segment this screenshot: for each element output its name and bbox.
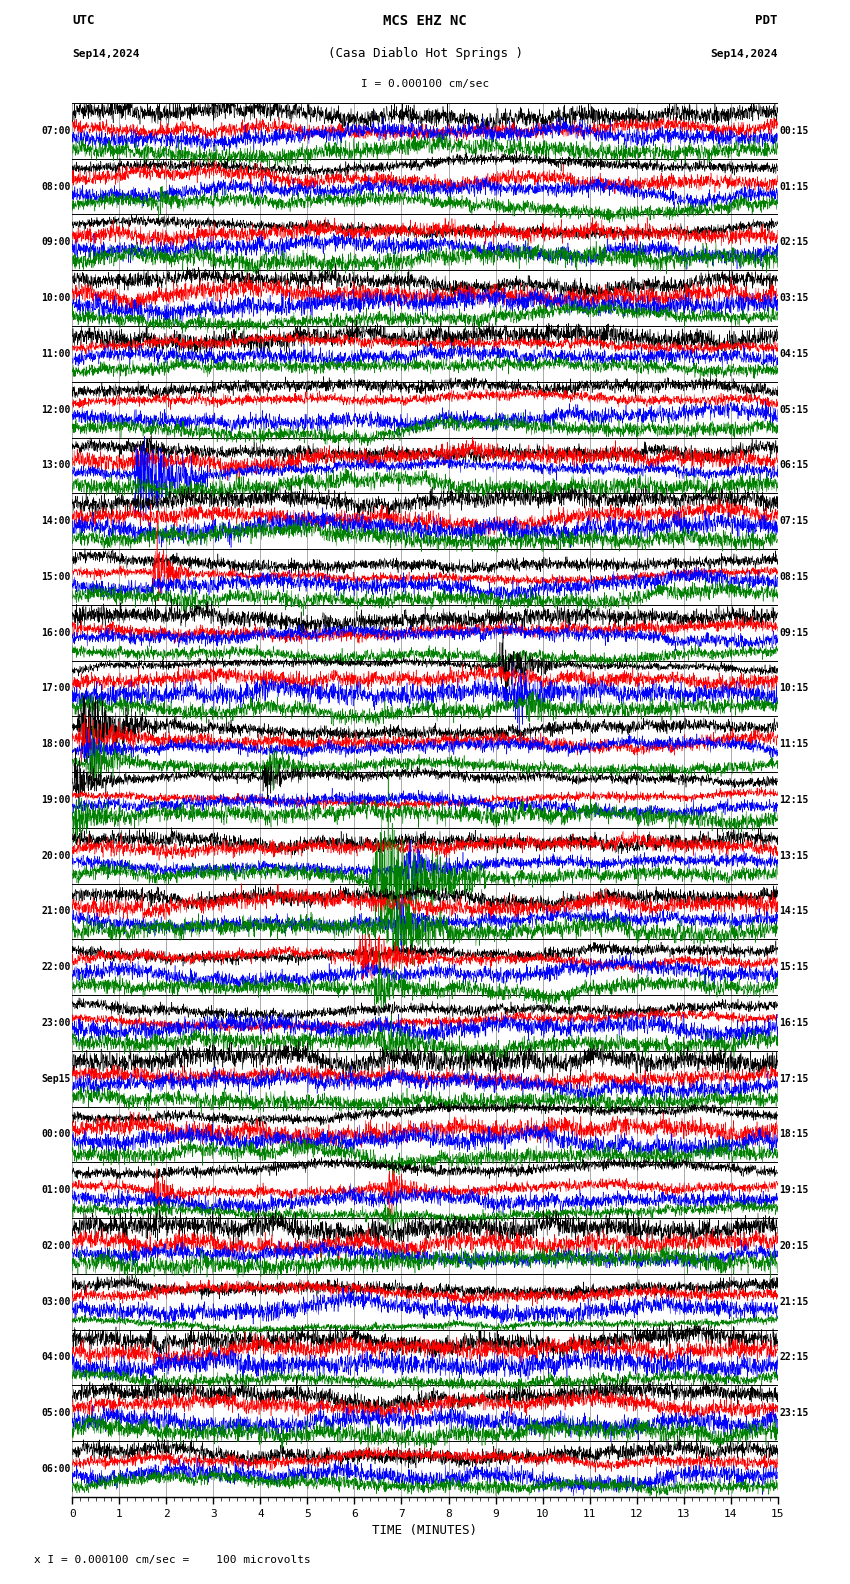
Text: 18:00: 18:00 xyxy=(42,740,71,749)
Text: 02:15: 02:15 xyxy=(779,238,808,247)
Text: 03:00: 03:00 xyxy=(42,1297,71,1307)
Text: 04:15: 04:15 xyxy=(779,348,808,360)
Text: 12:15: 12:15 xyxy=(779,795,808,805)
Text: 06:00: 06:00 xyxy=(42,1464,71,1475)
Text: (Casa Diablo Hot Springs ): (Casa Diablo Hot Springs ) xyxy=(327,48,523,60)
Text: 00:15: 00:15 xyxy=(779,125,808,136)
Text: 20:00: 20:00 xyxy=(42,851,71,860)
Text: 20:15: 20:15 xyxy=(779,1240,808,1251)
Text: Sep14,2024: Sep14,2024 xyxy=(711,49,778,59)
Text: 19:15: 19:15 xyxy=(779,1185,808,1196)
Text: 08:00: 08:00 xyxy=(42,182,71,192)
Text: 15:15: 15:15 xyxy=(779,961,808,973)
Text: 23:00: 23:00 xyxy=(42,1019,71,1028)
Text: Sep15: Sep15 xyxy=(42,1074,71,1083)
Text: 16:00: 16:00 xyxy=(42,627,71,638)
Text: 05:00: 05:00 xyxy=(42,1408,71,1418)
Text: 21:00: 21:00 xyxy=(42,906,71,917)
Text: 04:00: 04:00 xyxy=(42,1353,71,1362)
Text: 02:00: 02:00 xyxy=(42,1240,71,1251)
Text: 09:15: 09:15 xyxy=(779,627,808,638)
Text: 23:15: 23:15 xyxy=(779,1408,808,1418)
Text: 09:00: 09:00 xyxy=(42,238,71,247)
Text: 16:15: 16:15 xyxy=(779,1019,808,1028)
Text: x I = 0.000100 cm/sec =    100 microvolts: x I = 0.000100 cm/sec = 100 microvolts xyxy=(34,1555,311,1565)
Text: 01:00: 01:00 xyxy=(42,1185,71,1196)
Text: 14:15: 14:15 xyxy=(779,906,808,917)
Text: 10:15: 10:15 xyxy=(779,683,808,694)
Text: 18:15: 18:15 xyxy=(779,1129,808,1139)
Text: 05:15: 05:15 xyxy=(779,404,808,415)
Text: 07:00: 07:00 xyxy=(42,125,71,136)
Text: 22:15: 22:15 xyxy=(779,1353,808,1362)
Text: 11:15: 11:15 xyxy=(779,740,808,749)
Text: 17:00: 17:00 xyxy=(42,683,71,694)
Text: MCS EHZ NC: MCS EHZ NC xyxy=(383,14,467,27)
Text: 22:00: 22:00 xyxy=(42,961,71,973)
Text: 06:15: 06:15 xyxy=(779,461,808,470)
Text: 15:00: 15:00 xyxy=(42,572,71,581)
Text: PDT: PDT xyxy=(756,14,778,27)
Text: 19:00: 19:00 xyxy=(42,795,71,805)
Text: 01:15: 01:15 xyxy=(779,182,808,192)
Text: 03:15: 03:15 xyxy=(779,293,808,303)
Text: 13:00: 13:00 xyxy=(42,461,71,470)
Text: 17:15: 17:15 xyxy=(779,1074,808,1083)
Text: 14:00: 14:00 xyxy=(42,516,71,526)
Text: 11:00: 11:00 xyxy=(42,348,71,360)
X-axis label: TIME (MINUTES): TIME (MINUTES) xyxy=(372,1524,478,1536)
Text: I = 0.000100 cm/sec: I = 0.000100 cm/sec xyxy=(361,79,489,89)
Text: Sep14,2024: Sep14,2024 xyxy=(72,49,139,59)
Text: 07:15: 07:15 xyxy=(779,516,808,526)
Text: 21:15: 21:15 xyxy=(779,1297,808,1307)
Text: 08:15: 08:15 xyxy=(779,572,808,581)
Text: 13:15: 13:15 xyxy=(779,851,808,860)
Text: 12:00: 12:00 xyxy=(42,404,71,415)
Text: 10:00: 10:00 xyxy=(42,293,71,303)
Text: 00:00: 00:00 xyxy=(42,1129,71,1139)
Text: UTC: UTC xyxy=(72,14,94,27)
